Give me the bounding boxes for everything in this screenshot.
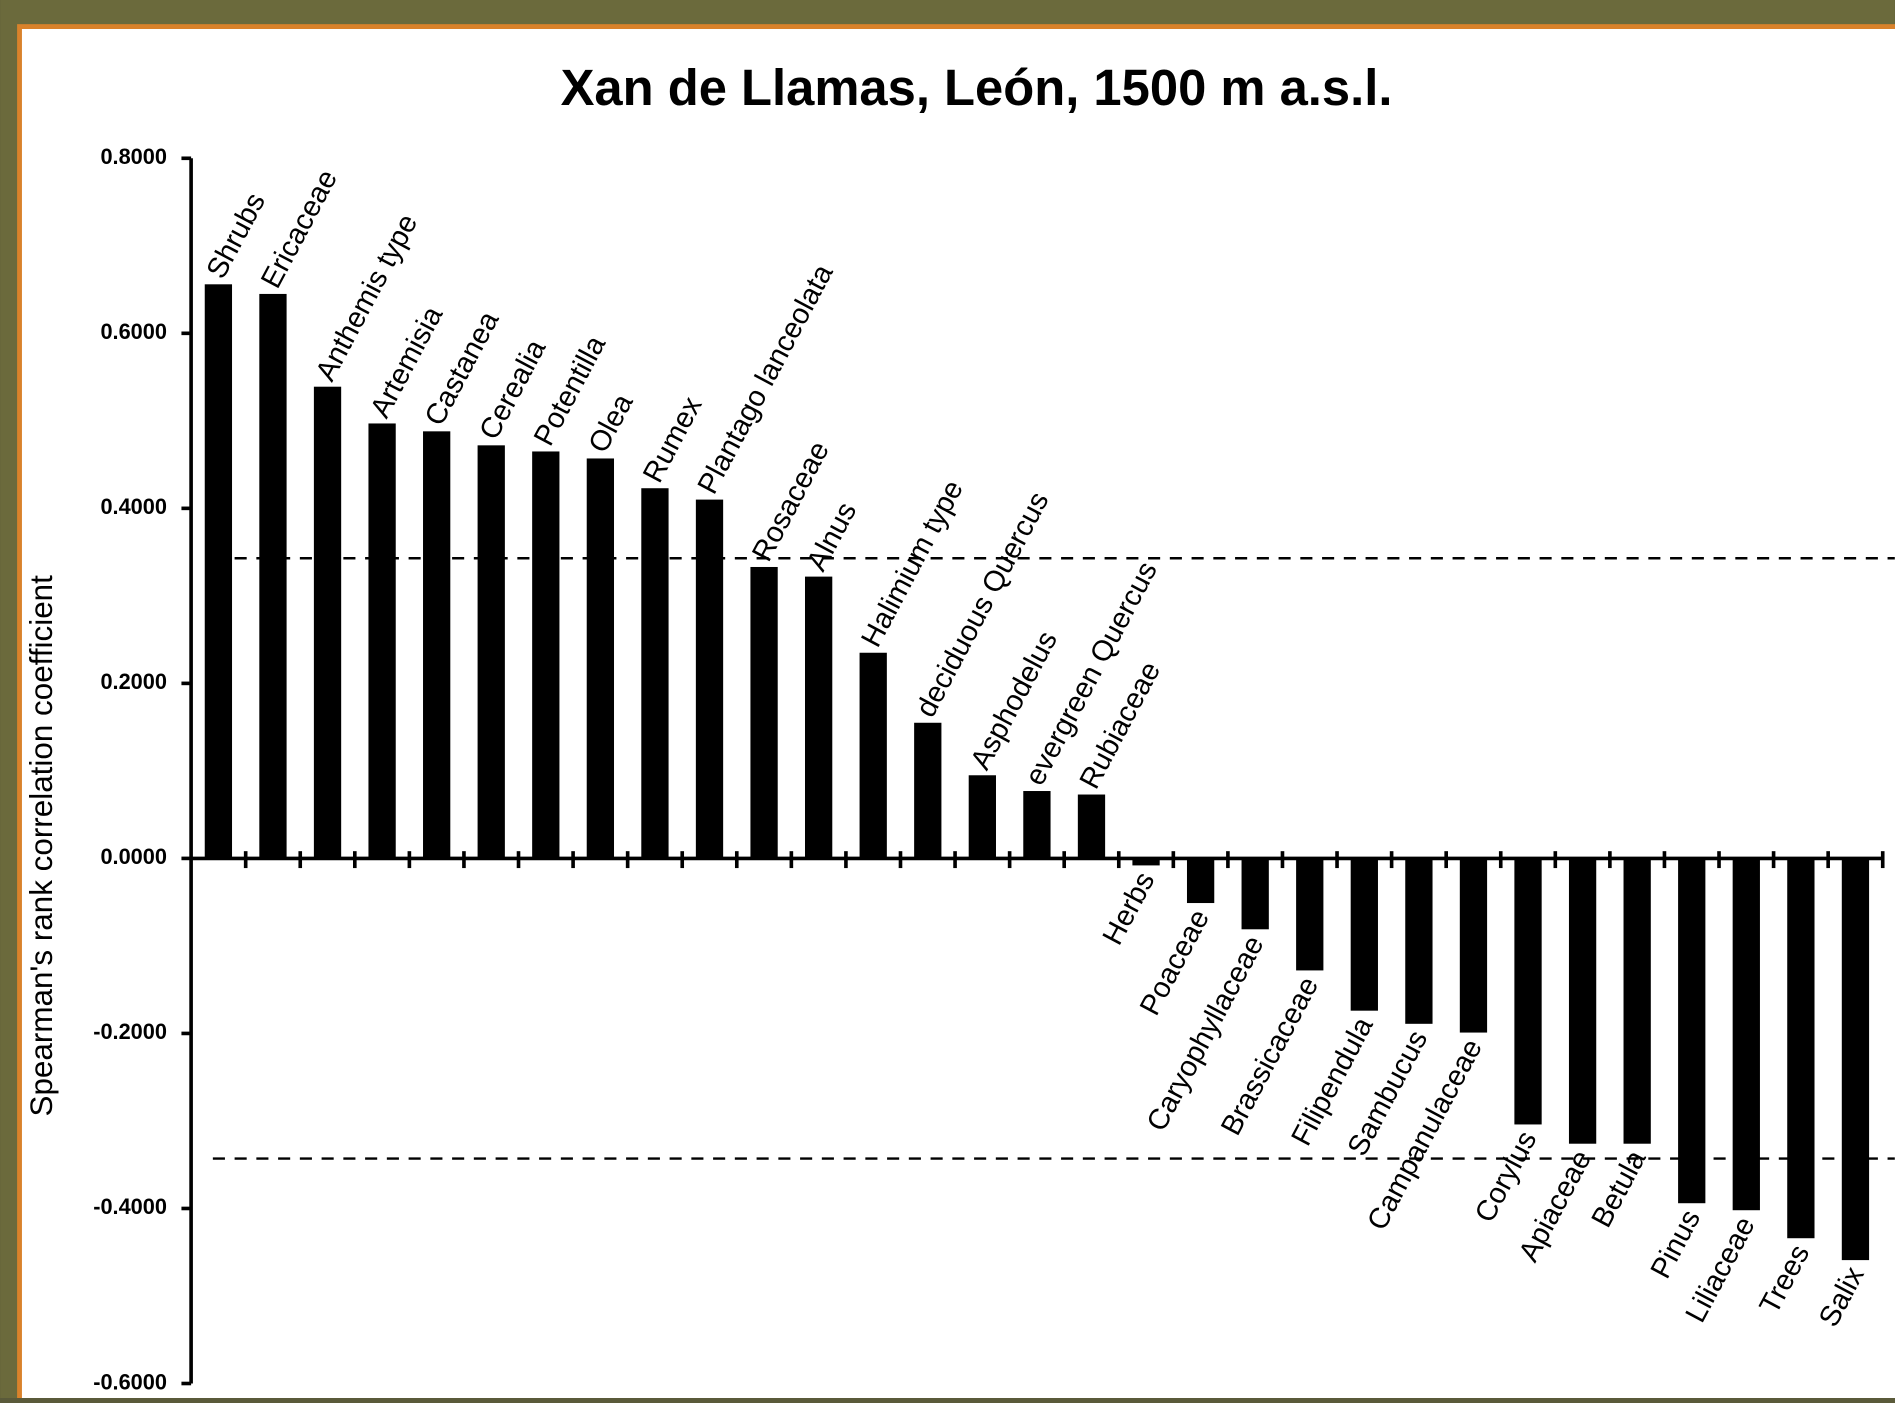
bar bbox=[1842, 858, 1869, 1260]
bar bbox=[259, 294, 286, 858]
bar bbox=[860, 653, 887, 859]
bar bbox=[1351, 858, 1378, 1010]
bar bbox=[1678, 858, 1705, 1203]
bar bbox=[205, 284, 232, 858]
bar bbox=[368, 423, 395, 858]
bar bbox=[805, 577, 832, 859]
bar bbox=[1405, 858, 1432, 1023]
bar bbox=[423, 431, 450, 858]
y-tick-label: 0.0000 bbox=[100, 844, 166, 869]
y-tick-label: -0.6000 bbox=[93, 1369, 167, 1394]
bar bbox=[696, 500, 723, 859]
y-axis-label: Spearman's rank correlation coefficient bbox=[24, 575, 59, 1117]
bar bbox=[1787, 858, 1814, 1238]
y-tick-label: 0.6000 bbox=[100, 319, 166, 344]
bar bbox=[969, 775, 996, 858]
y-tick-label: -0.4000 bbox=[93, 1194, 167, 1219]
y-tick-label: -0.2000 bbox=[93, 1019, 167, 1044]
bar bbox=[587, 458, 614, 858]
bar bbox=[1078, 795, 1105, 859]
bar bbox=[1514, 858, 1541, 1124]
bar bbox=[750, 567, 777, 858]
bar bbox=[914, 723, 941, 859]
bar bbox=[1132, 858, 1159, 865]
bar bbox=[1242, 858, 1269, 929]
bar bbox=[478, 445, 505, 858]
bar bbox=[314, 387, 341, 859]
chart-title: Xan de Llamas, León, 1500 m a.s.l. bbox=[561, 59, 1393, 116]
bar bbox=[1460, 858, 1487, 1032]
bar bbox=[1733, 858, 1760, 1210]
bar bbox=[641, 488, 668, 858]
bar bbox=[532, 451, 559, 858]
bar bbox=[1624, 858, 1651, 1143]
y-tick-label: 0.4000 bbox=[100, 494, 166, 519]
bar bbox=[1023, 791, 1050, 858]
bar bbox=[1187, 858, 1214, 903]
chart: Xan de Llamas, León, 1500 m a.s.l. Spear… bbox=[0, 0, 1895, 1398]
bar bbox=[1569, 858, 1596, 1143]
y-tick-label: 0.2000 bbox=[100, 669, 166, 694]
y-tick-label: 0.8000 bbox=[100, 144, 166, 169]
bar bbox=[1296, 858, 1323, 970]
